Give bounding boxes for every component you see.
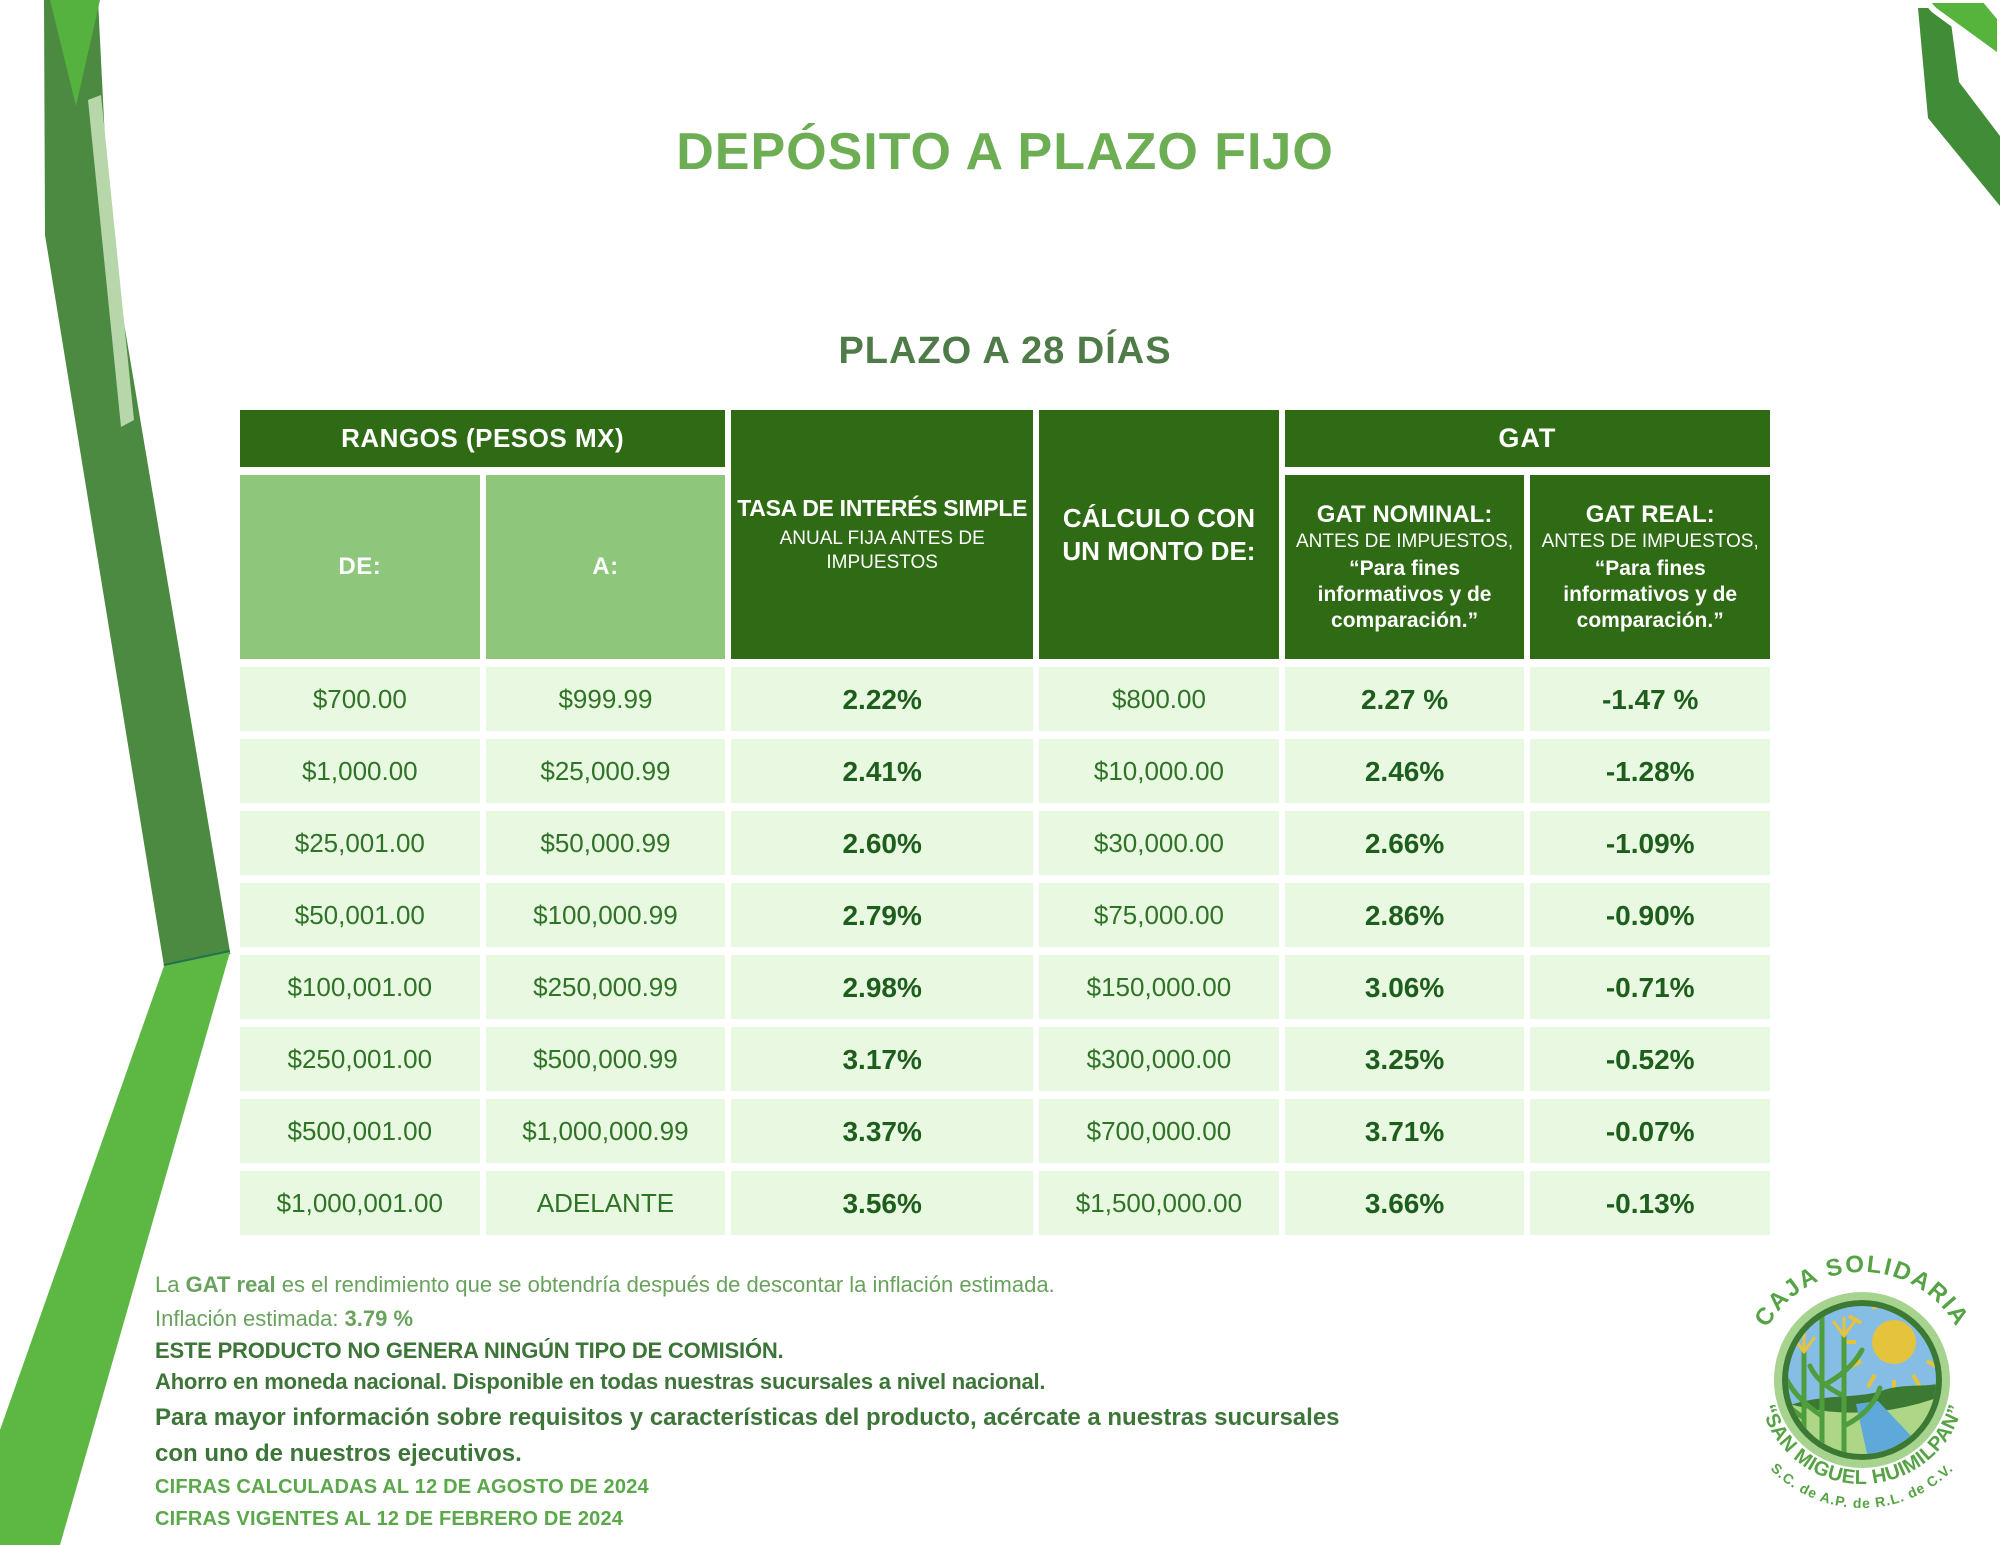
cell-gat-real: -0.07% xyxy=(1530,1099,1770,1163)
cell-monto: $30,000.00 xyxy=(1039,811,1279,875)
header-calculo-line2: UN MONTO DE: xyxy=(1062,535,1256,566)
footer-notes: La GAT real es el rendimiento que se obt… xyxy=(155,1272,1425,1531)
cell-gat-nominal: 2.27 % xyxy=(1284,667,1525,731)
cell-a: $1,000,000.99 xyxy=(485,1099,726,1163)
cell-de: $1,000.00 xyxy=(240,739,480,803)
cell-tasa: 2.60% xyxy=(731,811,1034,875)
cifras-calculadas: CIFRAS CALCULADAS AL 12 DE AGOSTO DE 202… xyxy=(155,1476,649,1498)
cell-gat-real: -0.71% xyxy=(1530,955,1770,1019)
page-subtitle: PLAZO A 28 DÍAS xyxy=(838,330,1172,372)
header-gat-nominal-sub: ANTES DE IMPUESTOS, xyxy=(1295,530,1514,552)
inflacion-prefix: Inflación estimada: xyxy=(155,1306,345,1331)
cell-a: $250,000.99 xyxy=(485,955,726,1019)
cell-gat-real: -0.52% xyxy=(1530,1027,1770,1091)
cell-gat-nominal: 3.71% xyxy=(1284,1099,1525,1163)
cell-de: $500,001.00 xyxy=(240,1099,480,1163)
gat-real-note: La GAT real es el rendimiento que se obt… xyxy=(155,1272,1425,1298)
cell-de: $1,000,001.00 xyxy=(240,1171,480,1235)
header-tasa-sub: ANUAL FIJA ANTES DE IMPUESTOS xyxy=(779,528,985,573)
cell-gat-nominal: 2.66% xyxy=(1284,811,1525,875)
ahorro-note: Ahorro en moneda nacional. Disponible en… xyxy=(155,1369,1046,1394)
cell-gat-nominal: 2.46% xyxy=(1284,739,1525,803)
header-a: A: xyxy=(485,475,726,659)
cell-de: $700.00 xyxy=(240,667,480,731)
header-tasa: TASA DE INTERÉS SIMPLE ANUAL FIJA ANTES … xyxy=(731,410,1034,659)
cell-de: $25,001.00 xyxy=(240,811,480,875)
cell-a: $500,000.99 xyxy=(485,1027,726,1091)
right-ribbon-dark-band xyxy=(1918,8,2000,206)
cell-de: $250,001.00 xyxy=(240,1027,480,1091)
cell-gat-real: -1.47 % xyxy=(1530,667,1770,731)
cell-a: $999.99 xyxy=(485,667,726,731)
header-rangos: RANGOS (PESOS MX) xyxy=(240,410,726,467)
cell-monto: $75,000.00 xyxy=(1039,883,1279,947)
header-gat-real: GAT REAL: ANTES DE IMPUESTOS, “Para fine… xyxy=(1530,475,1770,659)
cell-monto: $700,000.00 xyxy=(1039,1099,1279,1163)
cifras-vigentes: CIFRAS VIGENTES AL 12 DE FEBRERO DE 2024 xyxy=(155,1508,624,1530)
gat-note-rest: es el rendimiento que se obtendría despu… xyxy=(275,1272,1055,1297)
header-gat-real-title: GAT REAL: xyxy=(1585,500,1715,528)
cell-gat-nominal: 2.86% xyxy=(1284,883,1525,947)
cell-tasa: 3.56% xyxy=(731,1171,1034,1235)
info-note: Para mayor información sobre requisitos … xyxy=(155,1400,1425,1472)
cell-gat-real: -0.13% xyxy=(1530,1171,1770,1235)
cell-tasa: 3.17% xyxy=(731,1027,1034,1091)
cell-tasa: 2.41% xyxy=(731,739,1034,803)
cell-monto: $300,000.00 xyxy=(1039,1027,1279,1091)
cell-monto: $1,500,000.00 xyxy=(1039,1171,1279,1235)
cell-a: $100,000.99 xyxy=(485,883,726,947)
header-calculo-line1: CÁLCULO CON xyxy=(1062,503,1255,533)
info-note-line1: Para mayor información sobre requisitos … xyxy=(155,1404,1340,1431)
cell-tasa: 2.79% xyxy=(731,883,1034,947)
cell-a: $50,000.99 xyxy=(485,811,726,875)
header-calculo: CÁLCULO CON UN MONTO DE: xyxy=(1039,410,1279,659)
header-gat-real-note: “Para fines informativos y de comparació… xyxy=(1563,556,1738,633)
cell-tasa: 3.37% xyxy=(731,1099,1034,1163)
header-de: DE: xyxy=(240,475,480,659)
header-gat-nominal-note: “Para fines informativos y de comparació… xyxy=(1317,556,1492,633)
header-tasa-title: TASA DE INTERÉS SIMPLE xyxy=(737,495,1028,522)
cell-monto: $800.00 xyxy=(1039,667,1279,731)
inflacion-note: Inflación estimada: 3.79 % xyxy=(155,1306,1425,1332)
cell-a: ADELANTE xyxy=(485,1171,726,1235)
left-ribbon-top-triangle xyxy=(50,0,100,106)
cell-gat-nominal: 3.25% xyxy=(1284,1027,1525,1091)
gat-note-bold: GAT real xyxy=(185,1272,276,1297)
left-ribbon-dark-band xyxy=(44,0,230,966)
gat-note-prefix: La xyxy=(155,1272,186,1297)
page-title: DEPÓSITO A PLAZO FIJO xyxy=(676,123,1334,181)
right-ribbon-bright-wedge xyxy=(1920,0,2000,62)
cell-de: $50,001.00 xyxy=(240,883,480,947)
cell-monto: $150,000.00 xyxy=(1039,955,1279,1019)
left-ribbon-fold-seam xyxy=(163,950,231,968)
left-ribbon-highlight-sliver xyxy=(88,95,134,427)
header-gat-nominal-title: GAT NOMINAL: xyxy=(1316,500,1493,528)
cell-gat-real: -1.09% xyxy=(1530,811,1770,875)
header-gat-real-sub: ANTES DE IMPUESTOS, xyxy=(1541,530,1759,552)
company-logo: CAJA SOLIDARIA “SAN MIGUEL HUIMILPAN” S.… xyxy=(1749,1251,1972,1511)
cell-de: $100,001.00 xyxy=(240,955,480,1019)
cell-gat-real: -0.90% xyxy=(1530,883,1770,947)
cell-monto: $10,000.00 xyxy=(1039,739,1279,803)
inflacion-value: 3.79 % xyxy=(344,1306,414,1331)
cell-gat-real: -1.28% xyxy=(1530,739,1770,803)
comision-note: ESTE PRODUCTO NO GENERA NINGÚN TIPO DE C… xyxy=(155,1338,784,1363)
cell-tasa: 2.22% xyxy=(731,667,1034,731)
cell-gat-nominal: 3.66% xyxy=(1284,1171,1525,1235)
header-gat-nominal: GAT NOMINAL: ANTES DE IMPUESTOS, “Para f… xyxy=(1284,475,1525,659)
header-gat: GAT xyxy=(1284,410,1770,467)
cell-gat-nominal: 3.06% xyxy=(1284,955,1525,1019)
rates-table: RANGOS (PESOS MX) TASA DE INTERÉS SIMPLE… xyxy=(240,410,1770,1235)
info-note-line2: con uno de nuestros ejecutivos. xyxy=(155,1440,522,1467)
cell-tasa: 2.98% xyxy=(731,955,1034,1019)
cell-a: $25,000.99 xyxy=(485,739,726,803)
